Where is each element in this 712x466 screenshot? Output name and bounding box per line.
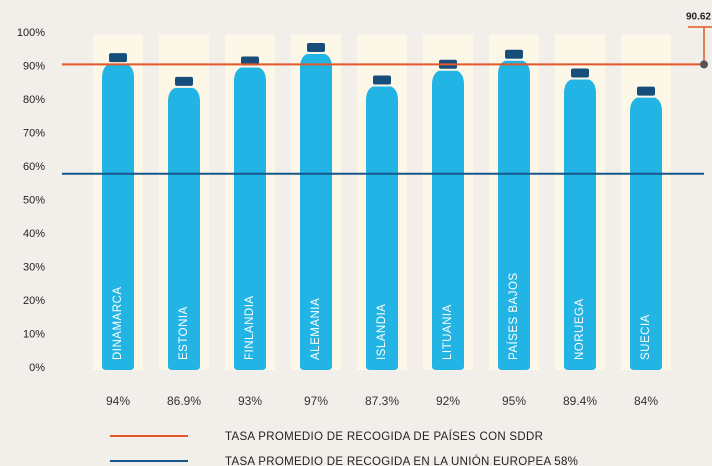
bottle-cap bbox=[637, 87, 655, 96]
y-tick-label: 40% bbox=[23, 228, 45, 240]
category-label: FINLANDIA bbox=[244, 295, 256, 360]
category-label: SUECIA bbox=[640, 314, 652, 360]
y-tick-label: 50% bbox=[23, 194, 45, 206]
value-label: 92% bbox=[436, 394, 460, 408]
y-tick-label: 80% bbox=[23, 94, 45, 106]
bottle-cap bbox=[175, 77, 193, 86]
bottle-cap bbox=[109, 53, 127, 62]
value-label: 93% bbox=[238, 394, 262, 408]
legend-label: TASA PROMEDIO DE RECOGIDA EN LA UNIÓN EU… bbox=[225, 455, 578, 466]
reference-marker bbox=[700, 60, 708, 68]
y-tick-label: 70% bbox=[23, 127, 45, 139]
reference-label: 90.62 bbox=[686, 12, 711, 23]
bottle-cap bbox=[571, 69, 589, 78]
value-label: 87.3% bbox=[365, 394, 399, 408]
y-tick-label: 0% bbox=[29, 362, 45, 374]
legend-label: TASA PROMEDIO DE RECOGIDA DE PAÍSES CON … bbox=[225, 430, 543, 443]
bottle-cap bbox=[307, 43, 325, 52]
category-label: ISLANDIA bbox=[376, 304, 388, 360]
value-label: 86.9% bbox=[167, 394, 201, 408]
y-tick-label: 60% bbox=[23, 161, 45, 173]
value-label: 97% bbox=[304, 394, 328, 408]
category-label: DINAMARCA bbox=[112, 286, 124, 360]
y-tick-label: 90% bbox=[23, 60, 45, 72]
y-tick-label: 30% bbox=[23, 261, 45, 273]
category-label: LITUANIA bbox=[442, 304, 454, 360]
bottle-cap bbox=[505, 50, 523, 59]
value-label: 89.4% bbox=[563, 394, 597, 408]
chart: 0% 10% 20% 30% 40% 50% 60% 70% 80% 90% 100% DINAMAR… bbox=[0, 0, 712, 466]
value-label: 94% bbox=[106, 394, 130, 408]
value-label: 95% bbox=[502, 394, 526, 408]
category-label: NORUEGA bbox=[574, 298, 586, 360]
y-tick-label: 10% bbox=[23, 328, 45, 340]
y-tick-label: 100% bbox=[17, 27, 45, 39]
category-label: PAÍSES BAJOS bbox=[507, 272, 520, 360]
y-tick-label: 20% bbox=[23, 295, 45, 307]
value-label: 84% bbox=[634, 394, 658, 408]
category-label: ESTONIA bbox=[178, 306, 190, 360]
category-label: ALEMANIA bbox=[310, 298, 322, 360]
bottle-cap bbox=[373, 76, 391, 85]
